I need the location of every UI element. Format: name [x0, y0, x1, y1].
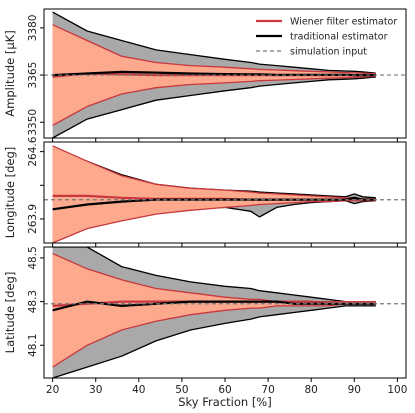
- x-tick-label: 30: [89, 384, 102, 396]
- panel-3: 48.1 48.3 48.5 Latitude [deg]: [3, 246, 407, 382]
- traditional-band-lower: [52, 305, 376, 378]
- x-tick-label: 80: [305, 384, 318, 396]
- wiener-band-lower: [52, 75, 376, 126]
- panel-plot-area: [44, 145, 406, 243]
- legend: Wiener filter estimator traditional estim…: [256, 17, 397, 58]
- x-tick-label: 100: [387, 384, 407, 396]
- traditional-mean-line: [52, 300, 376, 312]
- legend-label: Wiener filter estimator: [290, 17, 397, 28]
- legend-label: traditional estimator: [290, 32, 388, 43]
- x-tick-label: 20: [46, 384, 59, 396]
- x-tick-label: 60: [218, 384, 231, 396]
- y-axis-label: Longitude [deg]: [3, 147, 17, 239]
- panels: 3350 3365 3380 Amplitude [μK] 263.9 264.6 Long…: [3, 8, 407, 396]
- panel-plot-area: [44, 247, 406, 378]
- x-tick-label: 40: [132, 384, 145, 396]
- traditional-band-fill: [52, 247, 376, 378]
- x-axis-label: Sky Fraction [%]: [178, 395, 271, 409]
- y-tick-label: 3350: [27, 109, 39, 136]
- traditional-band-lower: [52, 76, 376, 138]
- y-tick-label: 48.3: [27, 290, 39, 313]
- y-tick-label: 263.9: [27, 204, 39, 234]
- wiener-band-fill: [52, 145, 376, 243]
- y-axis-label: Latitude [deg]: [3, 272, 17, 354]
- y-tick-label: 48.5: [27, 246, 39, 269]
- y-tick-label: 3365: [27, 62, 39, 89]
- panel-1: 3350 3365 3380 Amplitude [μK]: [3, 8, 407, 142]
- legend-label: simulation input: [290, 47, 367, 58]
- panel-plot-area: [44, 11, 406, 138]
- y-tick-label: 264.6: [27, 136, 39, 166]
- wiener-band-fill: [52, 253, 376, 368]
- traditional-band-upper: [52, 11, 376, 74]
- y-tick-label: 48.1: [27, 334, 39, 357]
- x-tick-label: 70: [261, 384, 274, 396]
- x-tick-label: 50: [175, 384, 188, 396]
- x-tick-label: 90: [348, 384, 361, 396]
- panel-2: 263.9 264.6 Longitude [deg]: [3, 136, 407, 247]
- wiener-band-upper: [52, 24, 376, 75]
- y-tick-label: 3380: [27, 15, 39, 42]
- y-axis-label: Amplitude [μK]: [3, 30, 17, 116]
